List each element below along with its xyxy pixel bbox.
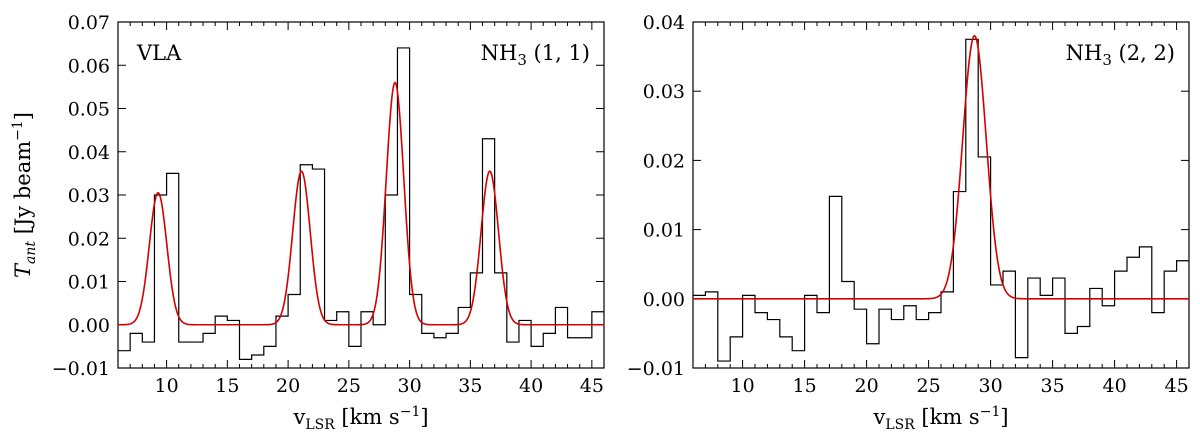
x-tick-label: 20 [855,375,879,397]
x-tick-label: 25 [917,375,941,397]
gaussian-fit-line [118,81,604,326]
x-tick-label: 20 [276,375,300,397]
x-tick-label: 35 [458,375,482,397]
observed-spectrum-line [693,38,1189,362]
gaussian-fit-line [693,34,1189,300]
y-tick-label: 0.00 [643,289,685,311]
y-tick-label: 0.07 [68,12,110,34]
x-axis-label: vLSR [km s−1] [292,404,428,433]
y-tick-label: 0.06 [68,55,110,77]
y-tick-label: 0.00 [68,315,110,337]
y-tick-label: 0.04 [68,142,110,164]
x-tick-label: 40 [1103,375,1127,397]
x-tick-label: 45 [580,375,604,397]
x-tick-label: 10 [155,375,179,397]
x-tick-label: 35 [1041,375,1065,397]
x-tick-label: 30 [979,375,1003,397]
x-axis-label: vLSR [km s−1] [872,404,1008,433]
y-tick-label: 0.05 [68,99,110,121]
transition-label: NH3 (2, 2) [1066,41,1175,69]
y-axis-label: Tant [Jy beam−1] [10,112,39,278]
x-tick-label: 45 [1165,375,1189,397]
x-tick-label: 10 [731,375,755,397]
nh3-22-panel: 10 15 20 25 30 35 40 45 −0.01 0.00 0.01 0.02 0.03 0.0… [627,12,1190,433]
y-tick-label: −0.01 [627,358,685,380]
x-tick-label: 30 [398,375,422,397]
y-tick-label: −0.01 [52,358,110,380]
y-tick-label: 0.01 [643,220,685,242]
y-tick-label: 0.03 [68,185,110,207]
telescope-label: VLA [136,41,182,65]
nh3-11-panel: 10 15 20 25 30 35 40 45 −0.01 0.00 0.01 0.02 0.03 0.0… [10,12,605,433]
transition-label: NH3 (1, 1) [481,41,590,69]
x-tick-label: 40 [519,375,543,397]
x-tick-label: 15 [215,375,239,397]
y-tick-label: 0.02 [68,228,110,250]
x-tick-label: 25 [337,375,361,397]
y-tick-label: 0.04 [643,12,685,34]
y-tick-label: 0.03 [643,81,685,103]
observed-spectrum-line [118,47,604,360]
y-tick-label: 0.01 [68,272,110,294]
y-tick-label: 0.02 [643,150,685,172]
x-tick-label: 15 [793,375,817,397]
